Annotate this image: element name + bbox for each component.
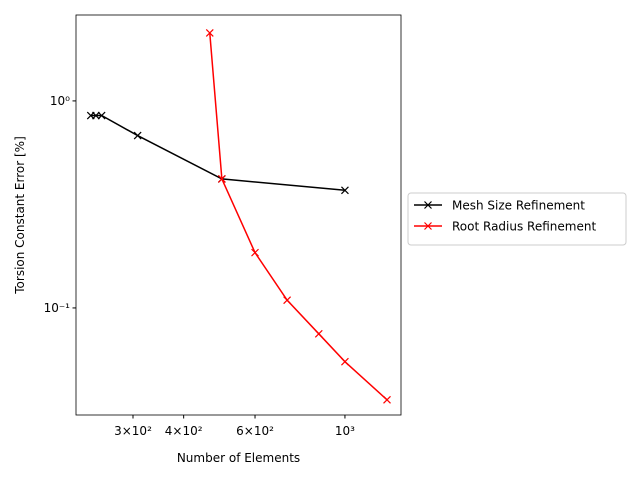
marker [97, 111, 106, 120]
x-tick-label: 6×10² [236, 424, 274, 438]
x-tick-label: 3×10² [114, 424, 152, 438]
marker [283, 296, 292, 305]
x-tick-label: 10³ [335, 424, 355, 438]
legend-marker [424, 201, 432, 209]
marker [91, 111, 100, 120]
plot-frame [75, 14, 402, 416]
marker [341, 357, 349, 366]
series-line [90, 114, 346, 192]
y-tick-label: 10⁻¹ [44, 301, 71, 315]
y-axis-label: Torsion Constant Error [%] [13, 136, 27, 295]
marker [314, 329, 323, 338]
marker [133, 131, 142, 140]
legend-label: Root Radius Refinement [452, 220, 596, 234]
marker [341, 186, 349, 195]
legend-frame [407, 192, 627, 246]
y-tick-label: 10⁰ [50, 94, 70, 108]
marker [205, 29, 214, 37]
legend-label: Mesh Size Refinement [452, 199, 585, 213]
x-tick-label: 4×10² [165, 424, 203, 438]
marker [251, 248, 259, 257]
legend-marker [424, 222, 432, 230]
marker [217, 174, 226, 183]
series-line [209, 32, 388, 401]
marker [383, 395, 391, 404]
x-axis-label: Number of Elements [177, 451, 300, 465]
